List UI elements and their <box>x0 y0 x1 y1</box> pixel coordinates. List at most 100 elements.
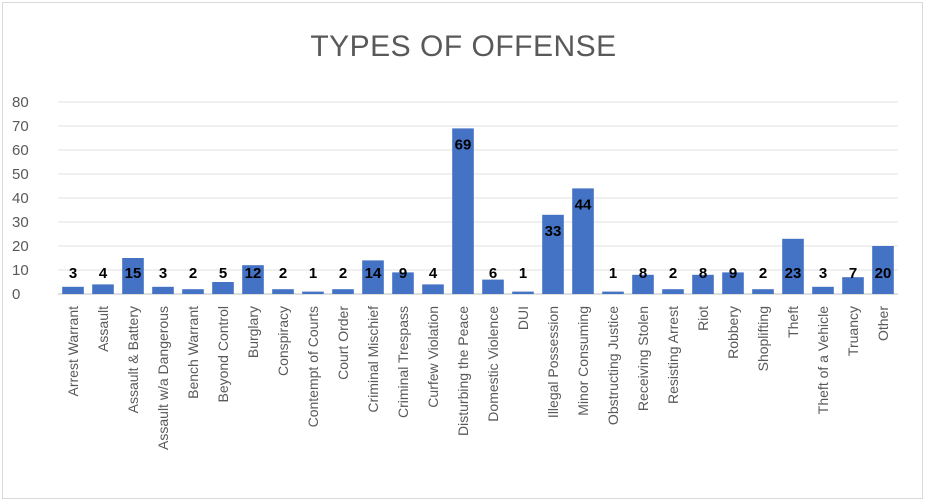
data-label: 4 <box>99 265 108 282</box>
bars <box>62 128 894 294</box>
category-label: Assault w/a Dangerous <box>155 306 171 450</box>
bar <box>62 286 84 294</box>
category-label: Receiving Stolen <box>635 306 651 411</box>
data-label: 2 <box>759 265 767 282</box>
bar <box>512 291 534 294</box>
y-tick-label: 10 <box>12 262 29 279</box>
category-label: Beyond Control <box>215 306 231 403</box>
data-label: 9 <box>399 265 407 282</box>
bar <box>542 214 564 294</box>
data-label: 3 <box>159 265 167 282</box>
category-label: DUI <box>515 306 531 330</box>
bar <box>182 289 204 294</box>
category-label: Bench Warrant <box>185 306 201 399</box>
y-axis-ticks: 0 10 20 30 40 50 60 70 80 <box>12 94 29 303</box>
data-label: 3 <box>819 265 827 282</box>
data-label: 2 <box>339 265 347 282</box>
data-label: 4 <box>429 265 438 282</box>
category-label: Theft of a Vehicle <box>815 306 831 414</box>
category-label: Robbery <box>725 306 741 359</box>
y-tick-label: 60 <box>12 142 29 159</box>
bar <box>692 274 714 294</box>
data-label: 44 <box>575 196 592 213</box>
category-label: Criminal Mischief <box>365 306 381 413</box>
bar <box>602 291 624 294</box>
bar <box>872 246 894 294</box>
category-label: Illegal Possession <box>545 306 561 418</box>
category-label: Truancy <box>845 306 861 356</box>
data-label: 8 <box>699 265 707 282</box>
category-label: Conspiracy <box>275 306 291 376</box>
bar <box>392 272 414 294</box>
data-label: 33 <box>545 223 562 240</box>
y-tick-label: 40 <box>12 190 29 207</box>
category-label: Criminal Trespass <box>395 306 411 418</box>
bar <box>482 279 504 294</box>
y-tick-label: 80 <box>12 94 29 111</box>
y-tick-label: 30 <box>12 214 29 231</box>
category-label: Riot <box>695 306 711 331</box>
category-label: Contempt of Courts <box>305 306 321 427</box>
data-label: 6 <box>489 265 497 282</box>
data-label: 1 <box>519 265 527 282</box>
data-label: 2 <box>189 265 197 282</box>
bar <box>362 260 384 294</box>
bar <box>302 291 324 294</box>
bar <box>272 289 294 294</box>
data-label: 2 <box>669 265 677 282</box>
data-label: 7 <box>849 265 857 282</box>
bar <box>242 265 264 294</box>
gridlines <box>58 101 898 295</box>
bar <box>632 274 654 294</box>
category-label: Assault & Battery <box>125 306 141 413</box>
category-label: Burglary <box>245 306 261 358</box>
bar <box>572 188 594 294</box>
category-label: Minor Consuming <box>575 306 591 416</box>
chart-title: TYPES OF OFFENSE <box>310 30 617 63</box>
category-label: Other <box>875 306 891 341</box>
bar <box>212 282 234 294</box>
data-label: 2 <box>279 265 287 282</box>
category-labels: Arrest Warrant Assault Assault & Battery As… <box>65 306 891 450</box>
y-tick-label: 70 <box>12 118 29 135</box>
bar <box>842 277 864 294</box>
data-label: 15 <box>125 265 142 282</box>
data-label: 9 <box>729 265 737 282</box>
bar <box>722 272 744 294</box>
data-label: 12 <box>245 265 262 282</box>
bar <box>92 284 114 294</box>
bar <box>662 289 684 294</box>
category-label: Curfew Violation <box>425 306 441 408</box>
bar <box>812 286 834 294</box>
bar <box>782 238 804 294</box>
category-label: Shoplifting <box>755 306 771 371</box>
bar <box>332 289 354 294</box>
data-label: 20 <box>875 265 892 282</box>
bar <box>122 258 144 294</box>
category-label: Domestic Violence <box>485 306 501 422</box>
category-label: Resisting Arrest <box>665 306 681 404</box>
data-label: 1 <box>309 265 317 282</box>
data-label: 3 <box>69 265 77 282</box>
category-label: Obstructing Justice <box>605 306 621 425</box>
y-tick-label: 20 <box>12 238 29 255</box>
data-label: 8 <box>639 265 647 282</box>
data-label: 23 <box>785 265 802 282</box>
y-tick-label: 50 <box>12 166 29 183</box>
category-label: Arrest Warrant <box>65 306 81 397</box>
data-label: 5 <box>219 265 227 282</box>
category-label: Court Order <box>335 306 351 380</box>
bar <box>752 289 774 294</box>
category-label: Assault <box>95 306 111 352</box>
y-tick-label: 0 <box>12 286 20 303</box>
category-label: Disturbing the Peace <box>455 306 471 436</box>
bar <box>152 286 174 294</box>
data-label: 14 <box>365 265 382 282</box>
category-label: Theft <box>785 306 801 338</box>
bar <box>452 128 474 294</box>
bar <box>422 284 444 294</box>
data-label: 1 <box>609 265 617 282</box>
data-label: 69 <box>455 136 472 153</box>
